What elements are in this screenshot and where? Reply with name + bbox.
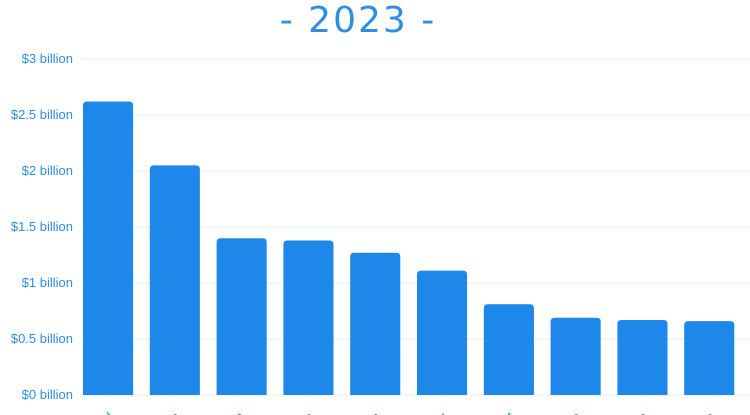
bar [417,270,468,395]
y-tick-label: $3 billion [22,51,73,66]
y-tick-label: $1 billion [22,275,73,290]
bar [483,304,534,395]
x-tick-label: A [233,409,250,415]
x-tick-label: re [699,409,717,415]
x-tick-label: rd [97,409,115,415]
bar [216,238,267,395]
bar [684,321,735,395]
y-tick-label: $2 billion [22,163,73,178]
x-tick-label: m [165,409,183,415]
y-tick-label: $1.5 billion [11,219,73,234]
bar [350,252,401,395]
x-axis-tick-labels: rd m Aia as rg st m m re [97,408,717,415]
bars [83,101,735,395]
y-tick-label: $0 billion [22,387,73,402]
x-tick-label: st [499,409,517,415]
bar [550,317,601,395]
bar [283,240,334,395]
y-axis-tick-labels: $0 billion $0.5 billion $1 billion $1.5 bil… [11,51,73,402]
y-tick-label: $0.5 billion [11,331,73,346]
x-tick-label: as [363,408,384,415]
chart-title: - 2023 - [280,0,436,41]
bar [149,165,200,395]
x-tick-label: ia [299,408,317,415]
x-tick-label: m [632,409,650,415]
bar [617,319,668,395]
x-tick-label: m [566,409,584,415]
bar [83,101,134,395]
y-tick-label: $2.5 billion [11,107,73,122]
x-tick-label: rg [431,409,449,415]
